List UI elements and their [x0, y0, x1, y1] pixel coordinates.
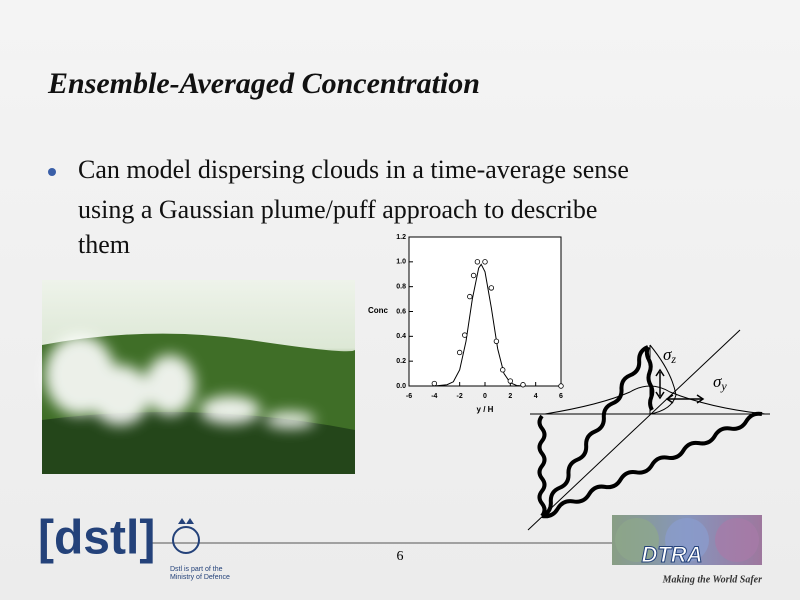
data-point — [462, 332, 468, 338]
y-tick-label: 1.2 — [396, 234, 406, 241]
bullet-text: Can model dispersing clouds in a time-av… — [78, 155, 629, 184]
photo — [42, 280, 355, 474]
plume-edge — [541, 345, 649, 518]
slide-title: Ensemble-Averaged Concentration — [47, 67, 480, 100]
sigma-symbol: σ — [663, 345, 672, 364]
y-tick-label: 1.0 — [396, 259, 406, 266]
dstl-logo: [dstl] — [38, 512, 155, 565]
sigma-subscript: y — [720, 379, 727, 393]
sigma-y-label: σy — [713, 372, 727, 393]
x-tick-label: 2 — [508, 393, 512, 400]
arrow-head — [665, 394, 705, 404]
crest — [172, 518, 200, 554]
data-point — [456, 349, 463, 356]
data-point — [488, 285, 495, 291]
data-point — [470, 272, 477, 279]
x-tick-label: -4 — [431, 393, 437, 400]
logo-note: Ministry of Defence — [170, 574, 230, 581]
y-axis-label: Conc — [368, 306, 389, 315]
data-point — [500, 367, 506, 373]
sigma-symbol: σ — [713, 372, 722, 391]
plume-edge — [541, 411, 763, 519]
y-tick-label: 0.2 — [396, 358, 406, 365]
y-tick-label: 0.0 — [396, 383, 406, 390]
plume-diagram: σz σy — [527, 329, 770, 531]
concentration-plot: Conc y / H -6 -4 -2 0 2 4 6 0.0 0.2 0.4 0.6 0.8 1.0 1… — [368, 234, 564, 414]
x-tick-label: 6 — [559, 393, 563, 400]
fitted-curve — [409, 263, 561, 387]
bullet-dot — [48, 168, 56, 176]
data-point — [493, 338, 500, 344]
gaussian-profile — [649, 344, 677, 415]
page-number: 6 — [397, 549, 404, 564]
slogan: Making the World Safer — [662, 574, 762, 585]
data-point — [507, 378, 514, 384]
bullet-text: them — [78, 230, 130, 259]
sigma-subscript: z — [670, 352, 676, 366]
x-tick-label: -6 — [406, 393, 412, 400]
x-tick-label: 0 — [483, 393, 487, 400]
data-point — [474, 259, 481, 265]
axis-line — [527, 329, 741, 531]
y-tick-label: 0.4 — [396, 333, 406, 340]
arrow-head — [655, 368, 665, 400]
data-point — [467, 293, 473, 300]
x-tick-label: -2 — [457, 393, 463, 400]
y-tick-label: 0.6 — [396, 308, 406, 315]
bullet-text: using a Gaussian plume/puff approach to … — [78, 195, 597, 224]
sigma-z-label: σz — [663, 345, 676, 366]
agency-name: DTRA — [641, 542, 702, 567]
data-point — [558, 383, 564, 389]
dtra-logo: DTRA — [612, 515, 762, 567]
data-point — [482, 259, 488, 265]
y-tick-label: 0.8 — [396, 284, 406, 291]
plume-edge — [537, 414, 547, 518]
data-point — [520, 382, 526, 388]
x-tick-label: 4 — [534, 393, 538, 400]
data-point — [431, 380, 438, 387]
plume-edge — [644, 346, 655, 411]
x-axis-label: y / H — [477, 405, 494, 414]
logo-note: Dstl is part of the — [170, 566, 223, 573]
